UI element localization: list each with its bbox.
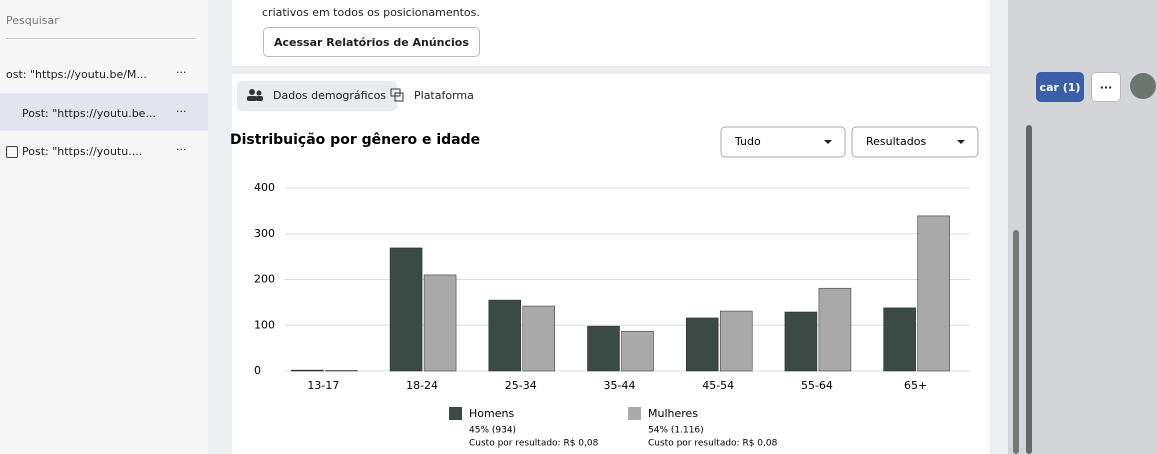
bar	[785, 312, 817, 371]
bar	[291, 370, 323, 371]
bar	[686, 318, 718, 371]
legend-swatch	[449, 407, 462, 420]
legend-label: Homens	[469, 407, 514, 420]
y-tick-label: 400	[254, 181, 275, 194]
legend-summary: 54% (1.116)	[648, 426, 704, 436]
y-tick-label: 0	[254, 364, 261, 377]
bar	[720, 311, 752, 371]
bar	[918, 216, 950, 371]
bar	[819, 288, 851, 371]
chart: Distribuição por gênero e idade Tudo Res…	[0, 0, 1157, 454]
x-tick-label: 65+	[904, 379, 927, 392]
people-icon	[247, 89, 263, 101]
y-tick-label: 100	[254, 318, 275, 331]
x-tick-label: 25-34	[505, 379, 537, 392]
x-tick-label: 13-17	[307, 379, 339, 392]
x-tick-label: 35-44	[604, 379, 636, 392]
x-tick-label: 18-24	[406, 379, 438, 392]
y-tick-label: 200	[254, 273, 275, 286]
bar	[884, 308, 916, 371]
bar	[489, 300, 521, 371]
legend-cost: Custo por resultado: R$ 0,08	[648, 439, 778, 449]
y-tick-label: 300	[254, 227, 275, 240]
bar	[390, 248, 422, 371]
bar	[523, 306, 555, 371]
legend-label: Mulheres	[648, 407, 698, 420]
chart-title: Distribuição por gênero e idade	[230, 132, 480, 148]
x-tick-label: 55-64	[801, 379, 833, 392]
legend-swatch	[628, 407, 641, 420]
bar	[424, 275, 456, 371]
legend-summary: 45% (934)	[469, 426, 516, 436]
filter-label[interactable]: Resultados	[866, 135, 926, 148]
bar	[588, 326, 620, 371]
page: Pesquisar ost: "https://youtu.be/M... ··…	[0, 0, 1157, 454]
platform-icon	[391, 89, 403, 101]
legend-cost: Custo por resultado: R$ 0,08	[469, 439, 599, 449]
filter-label[interactable]: Tudo	[734, 135, 761, 148]
x-tick-label: 45-54	[702, 379, 734, 392]
bar	[622, 331, 654, 371]
